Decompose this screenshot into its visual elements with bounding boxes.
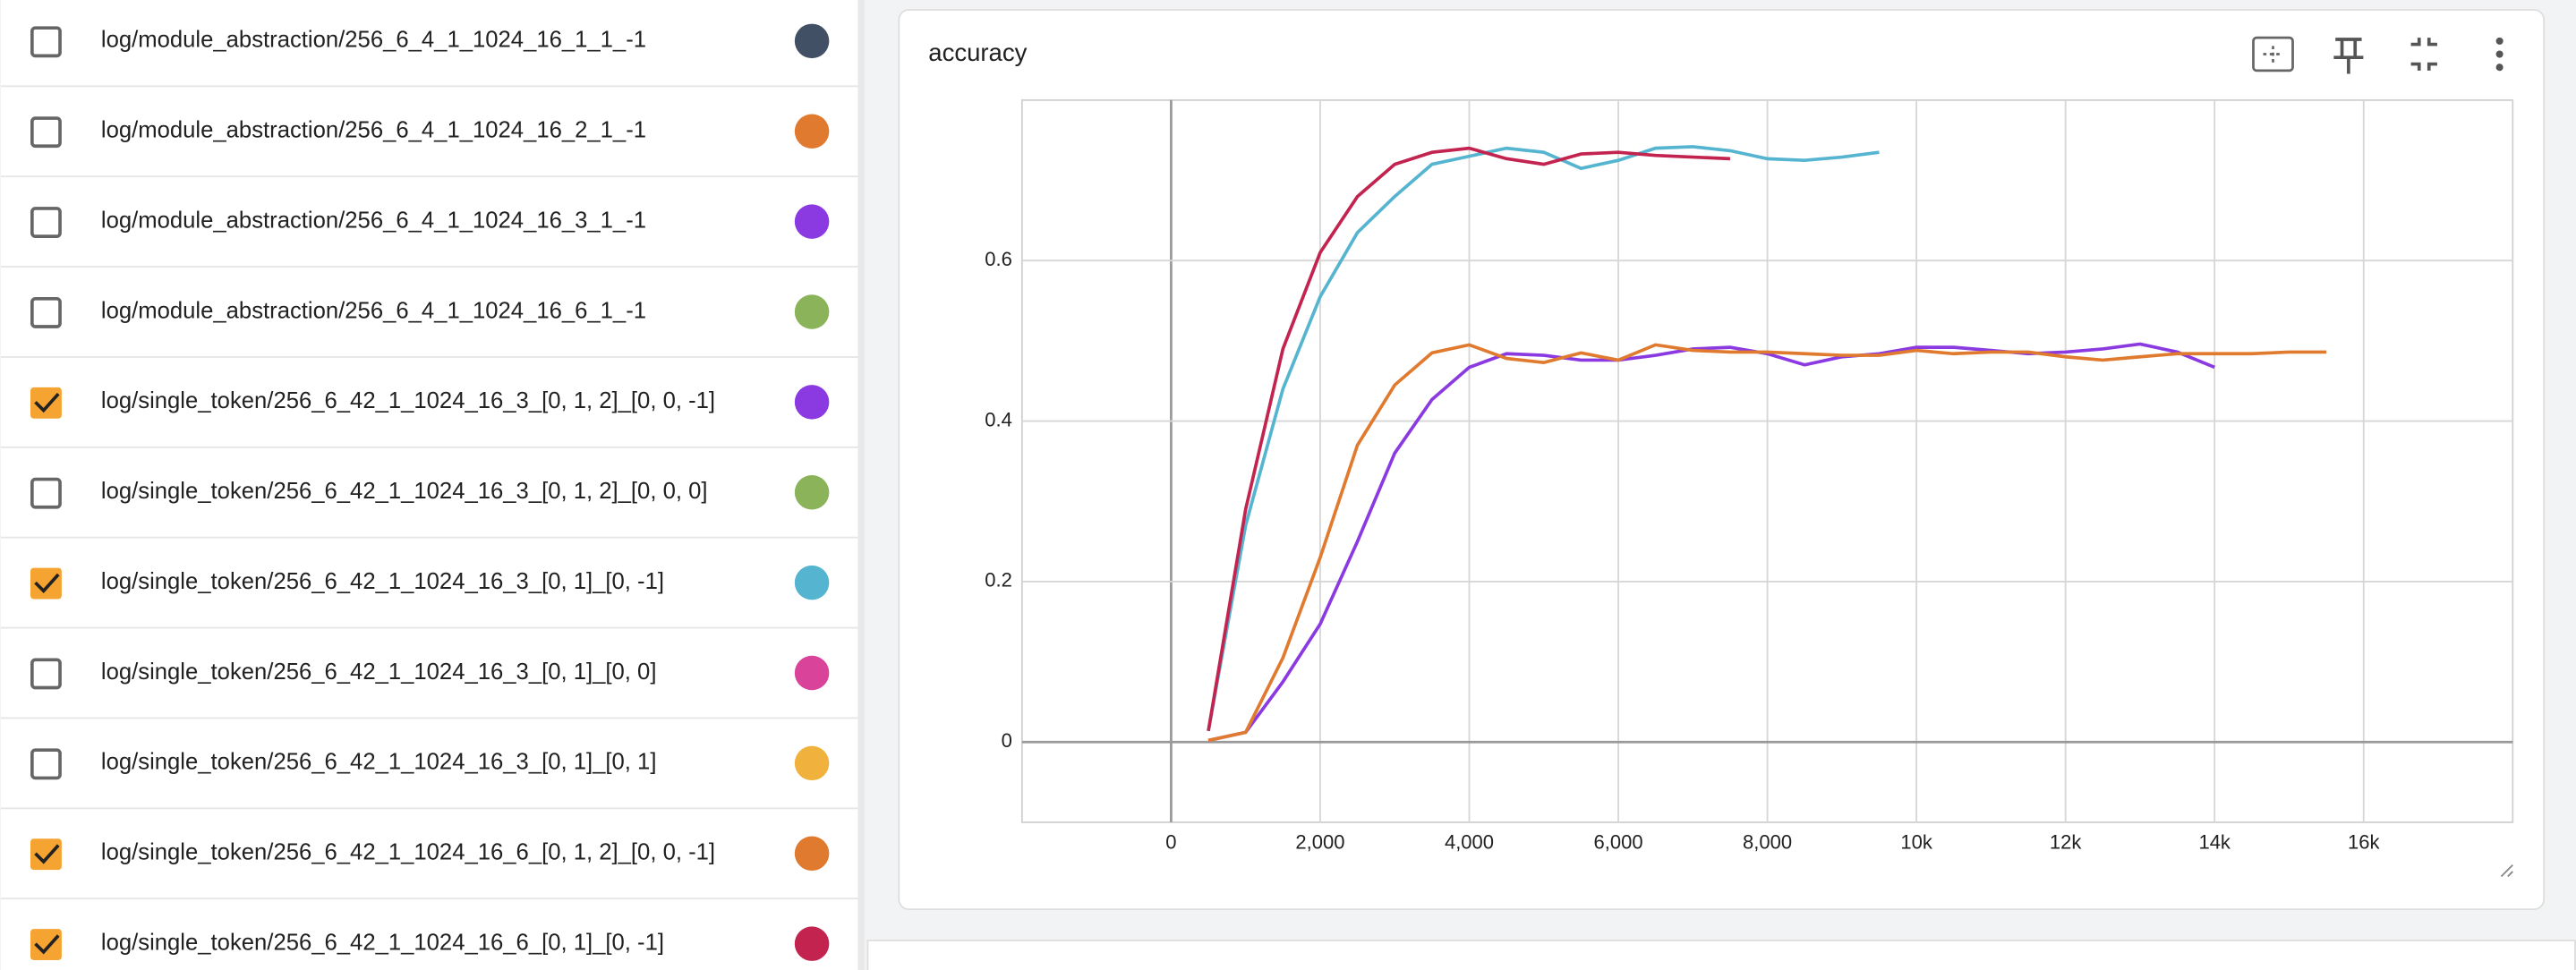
run-label: log/single_token/256_6_42_1_1024_16_3_[0…: [101, 388, 715, 413]
run-color[interactable]: [794, 23, 830, 59]
series-line: [1207, 145, 1880, 732]
check-mark: [34, 392, 60, 413]
check-mark: [34, 844, 60, 864]
y-tick-label: 0.6: [985, 248, 1012, 270]
checkbox[interactable]: [30, 116, 62, 149]
next-card: [866, 940, 2576, 970]
x-tick-label: 16k: [2348, 831, 2380, 854]
checkbox-checked[interactable]: [30, 387, 62, 419]
run-color[interactable]: [794, 745, 830, 781]
check-mark: [34, 573, 60, 593]
x-tick-label: 8,000: [1743, 831, 1792, 854]
x-tick-label: 10k: [1900, 831, 1932, 854]
plot-area: 0 2,000 4,000 6,000 8,000 10k 12k 14k 16k 0 0.2 0.4…: [985, 98, 2514, 854]
x-tick-label: 4,000: [1445, 831, 1494, 854]
run-label: log/single_token/256_6_42_1_1024_16_3_[0…: [101, 750, 657, 775]
chart-title: accuracy: [928, 38, 1027, 66]
run-row[interactable]: log/single_token/256_6_42_1_1024_16_3_[0…: [1, 626, 858, 691]
checkbox[interactable]: [30, 658, 62, 690]
run-label: log/single_token/256_6_42_1_1024_16_3_[0…: [101, 479, 708, 504]
run-color[interactable]: [794, 114, 830, 149]
series-line: [1207, 343, 2327, 743]
run-row[interactable]: log/single_token/256_6_42_1_1024_16_6_[0…: [1, 807, 858, 872]
sidebar-divider: [857, 0, 865, 970]
run-label: log/single_token/256_6_42_1_1024_16_3_[0…: [101, 659, 657, 685]
run-row[interactable]: log/module_abstraction/256_6_4_1_1024_16…: [1, 175, 858, 239]
run-row[interactable]: log/single_token/256_6_42_1_1024_16_3_[0…: [1, 446, 858, 510]
checkbox-checked[interactable]: [30, 567, 62, 600]
run-color[interactable]: [794, 655, 830, 691]
run-color[interactable]: [794, 385, 830, 420]
run-row[interactable]: log/single_token/256_6_42_1_1024_16_6_[0…: [1, 898, 858, 961]
x-tick-label: 14k: [2198, 831, 2231, 854]
checkbox[interactable]: [30, 207, 62, 238]
run-color[interactable]: [794, 474, 830, 510]
run-row[interactable]: log/module_abstraction/256_6_4_1_1024_16…: [30, 23, 830, 59]
pin-button[interactable]: [2333, 38, 2364, 74]
x-tick-label: 2,000: [1295, 831, 1344, 854]
checkbox[interactable]: [30, 477, 62, 509]
y-tick-label: 0.2: [985, 569, 1012, 591]
more-button[interactable]: [2495, 37, 2503, 72]
check-mark: [34, 934, 60, 955]
run-row[interactable]: log/single_token/256_6_42_1_1024_16_3_[0…: [1, 717, 858, 781]
run-row[interactable]: log/module_abstraction/256_6_4_1_1024_16…: [1, 266, 858, 329]
checkbox[interactable]: [30, 26, 62, 58]
y-tick-label: 0: [1002, 729, 1012, 752]
checkbox-checked[interactable]: [30, 929, 62, 960]
collapse-button[interactable]: [2410, 38, 2437, 71]
run-label: log/single_token/256_6_42_1_1024_16_3_[0…: [101, 569, 664, 594]
x-tick-label: 0: [1165, 831, 1176, 854]
run-label: log/module_abstraction/256_6_4_1_1024_16…: [101, 298, 646, 323]
checkbox[interactable]: [30, 296, 62, 328]
run-label: log/module_abstraction/256_6_4_1_1024_16…: [101, 208, 646, 233]
x-tick-label: 6,000: [1594, 831, 1643, 854]
run-row[interactable]: log/module_abstraction/256_6_4_1_1024_16…: [1, 85, 858, 149]
run-row[interactable]: log/single_token/256_6_42_1_1024_16_3_[0…: [1, 536, 858, 600]
run-color[interactable]: [794, 294, 830, 329]
run-color[interactable]: [794, 565, 830, 600]
fit-domain-button[interactable]: [2252, 36, 2294, 72]
series-line: [1207, 146, 1731, 732]
run-color[interactable]: [794, 204, 830, 239]
resize-handle[interactable]: [2500, 864, 2513, 878]
run-label: log/module_abstraction/256_6_4_1_1024_16…: [101, 118, 646, 143]
run-color[interactable]: [794, 836, 830, 872]
run-row[interactable]: log/single_token/256_6_42_1_1024_16_3_[0…: [1, 356, 858, 420]
run-label: log/single_token/256_6_42_1_1024_16_6_[0…: [101, 840, 715, 865]
run-label: log/single_token/256_6_42_1_1024_16_6_[0…: [101, 930, 664, 955]
checkbox-checked[interactable]: [30, 838, 62, 871]
checkbox[interactable]: [30, 748, 62, 780]
run-color[interactable]: [794, 926, 830, 961]
chart-card: [898, 9, 2546, 911]
y-tick-label: 0.4: [985, 408, 1012, 430]
run-label: log/module_abstraction/256_6_4_1_1024_16…: [101, 28, 646, 53]
x-tick-label: 12k: [2050, 831, 2082, 854]
